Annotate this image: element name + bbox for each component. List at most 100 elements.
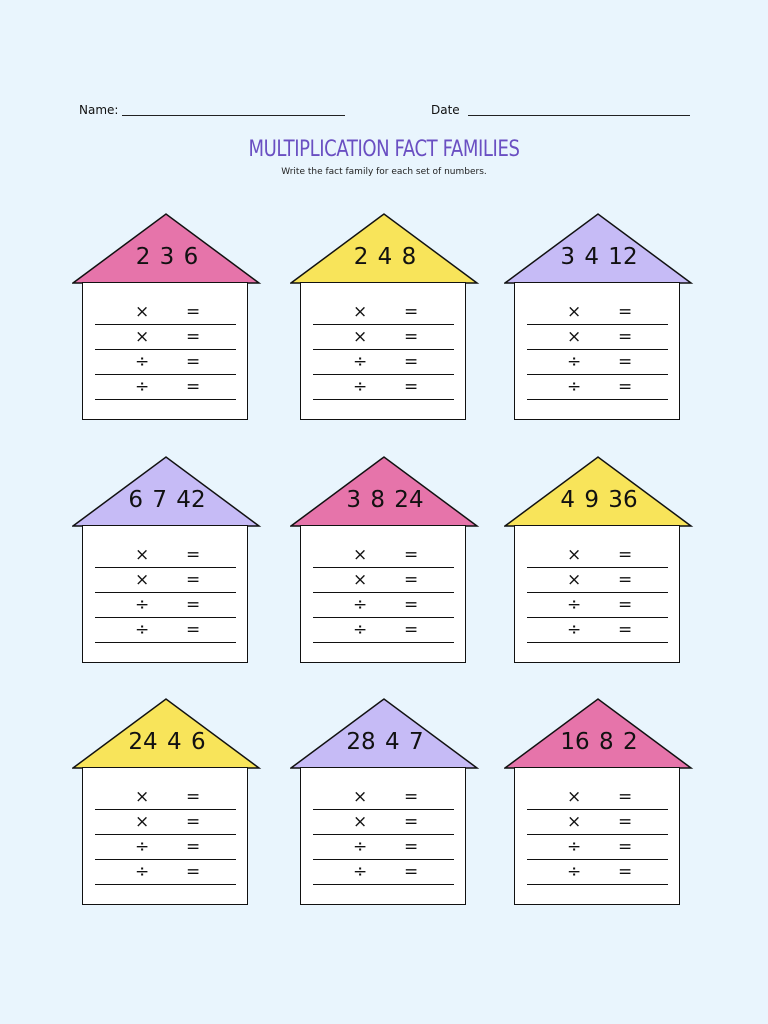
equation-line[interactable]: × = (527, 300, 668, 325)
equation-line[interactable]: × = (313, 568, 454, 593)
fact-family-house: 2 3 6 × = × = ÷ = ÷ = (72, 212, 262, 424)
divide-sign: ÷ (135, 377, 150, 397)
header-fields: Name: Date (0, 103, 768, 123)
divide-sign: ÷ (567, 862, 582, 882)
equals-sign: = (404, 620, 419, 640)
equals-sign: = (186, 327, 201, 347)
equals-sign: = (186, 545, 201, 565)
equals-sign: = (186, 837, 201, 857)
equals-sign: = (186, 862, 201, 882)
multiply-sign: × (567, 302, 582, 322)
equation-line[interactable]: ÷ = (313, 860, 454, 885)
equals-sign: = (404, 862, 419, 882)
name-field[interactable] (122, 115, 345, 116)
equation-line[interactable]: × = (313, 325, 454, 350)
equation-line[interactable]: × = (313, 543, 454, 568)
equation-line[interactable]: ÷ = (527, 593, 668, 618)
multiply-sign: × (135, 787, 150, 807)
equation-line[interactable]: ÷ = (527, 618, 668, 643)
equation-line[interactable]: × = (95, 300, 236, 325)
fact-family-numbers: 28 4 7 (346, 729, 424, 755)
house-body: × = × = ÷ = ÷ = (82, 525, 248, 663)
date-label: Date (431, 103, 460, 117)
divide-sign: ÷ (567, 837, 582, 857)
date-field[interactable] (468, 115, 690, 116)
equals-sign: = (186, 377, 201, 397)
equals-sign: = (618, 787, 633, 807)
fact-family-house: 4 9 36 × = × = ÷ = ÷ = (504, 455, 694, 667)
equation-line[interactable]: × = (527, 785, 668, 810)
fact-family-numbers: 16 8 2 (560, 729, 638, 755)
equals-sign: = (186, 620, 201, 640)
equation-line[interactable]: ÷ = (95, 593, 236, 618)
fact-family-numbers: 2 4 8 (353, 244, 417, 270)
house-body: × = × = ÷ = ÷ = (514, 525, 680, 663)
page-title: MULTIPLICATION FACT FAMILIES (248, 137, 520, 162)
page-subtitle: Write the fact family for each set of nu… (281, 167, 487, 177)
fact-family-numbers: 3 8 24 (346, 487, 424, 513)
equation-line[interactable]: × = (95, 810, 236, 835)
equals-sign: = (618, 352, 633, 372)
divide-sign: ÷ (135, 862, 150, 882)
equals-sign: = (404, 302, 419, 322)
fact-family-numbers: 2 3 6 (135, 244, 199, 270)
equation-line[interactable]: ÷ = (313, 375, 454, 400)
equation-line[interactable]: ÷ = (313, 350, 454, 375)
equation-line[interactable]: × = (527, 543, 668, 568)
house-body: × = × = ÷ = ÷ = (82, 282, 248, 420)
equals-sign: = (618, 837, 633, 857)
fact-family-numbers: 3 4 12 (560, 244, 638, 270)
divide-sign: ÷ (353, 377, 368, 397)
equation-line[interactable]: × = (527, 325, 668, 350)
equation-line[interactable]: × = (313, 810, 454, 835)
equation-line[interactable]: ÷ = (527, 860, 668, 885)
equation-line[interactable]: ÷ = (313, 835, 454, 860)
divide-sign: ÷ (135, 595, 150, 615)
equation-line[interactable]: ÷ = (95, 835, 236, 860)
divide-sign: ÷ (353, 595, 368, 615)
multiply-sign: × (567, 787, 582, 807)
divide-sign: ÷ (567, 595, 582, 615)
equation-line[interactable]: ÷ = (95, 350, 236, 375)
equals-sign: = (186, 570, 201, 590)
equals-sign: = (404, 570, 419, 590)
equation-line[interactable]: ÷ = (95, 618, 236, 643)
house-body: × = × = ÷ = ÷ = (300, 282, 466, 420)
equals-sign: = (186, 787, 201, 807)
equals-sign: = (618, 862, 633, 882)
name-label: Name: (79, 103, 119, 117)
equation-line[interactable]: ÷ = (527, 375, 668, 400)
fact-family-numbers: 24 4 6 (128, 729, 206, 755)
fact-family-numbers: 6 7 42 (128, 487, 206, 513)
divide-sign: ÷ (135, 352, 150, 372)
equation-line[interactable]: ÷ = (527, 835, 668, 860)
fact-family-numbers: 4 9 36 (560, 487, 638, 513)
equation-line[interactable]: × = (313, 785, 454, 810)
equals-sign: = (618, 570, 633, 590)
equals-sign: = (404, 595, 419, 615)
divide-sign: ÷ (567, 620, 582, 640)
multiply-sign: × (135, 545, 150, 565)
house-body: × = × = ÷ = ÷ = (82, 767, 248, 905)
equation-line[interactable]: ÷ = (95, 860, 236, 885)
equation-line[interactable]: × = (95, 325, 236, 350)
equation-line[interactable]: ÷ = (313, 593, 454, 618)
multiply-sign: × (135, 327, 150, 347)
equation-line[interactable]: × = (95, 543, 236, 568)
equals-sign: = (618, 302, 633, 322)
equation-line[interactable]: ÷ = (95, 375, 236, 400)
multiply-sign: × (353, 570, 368, 590)
equation-line[interactable]: × = (95, 785, 236, 810)
fact-family-house: 6 7 42 × = × = ÷ = ÷ = (72, 455, 262, 667)
divide-sign: ÷ (353, 620, 368, 640)
multiply-sign: × (353, 787, 368, 807)
equation-line[interactable]: × = (527, 568, 668, 593)
equation-line[interactable]: ÷ = (527, 350, 668, 375)
equation-line[interactable]: × = (313, 300, 454, 325)
equation-line[interactable]: × = (527, 810, 668, 835)
equation-line[interactable]: × = (95, 568, 236, 593)
equals-sign: = (186, 352, 201, 372)
equation-line[interactable]: ÷ = (313, 618, 454, 643)
divide-sign: ÷ (353, 837, 368, 857)
multiply-sign: × (135, 302, 150, 322)
